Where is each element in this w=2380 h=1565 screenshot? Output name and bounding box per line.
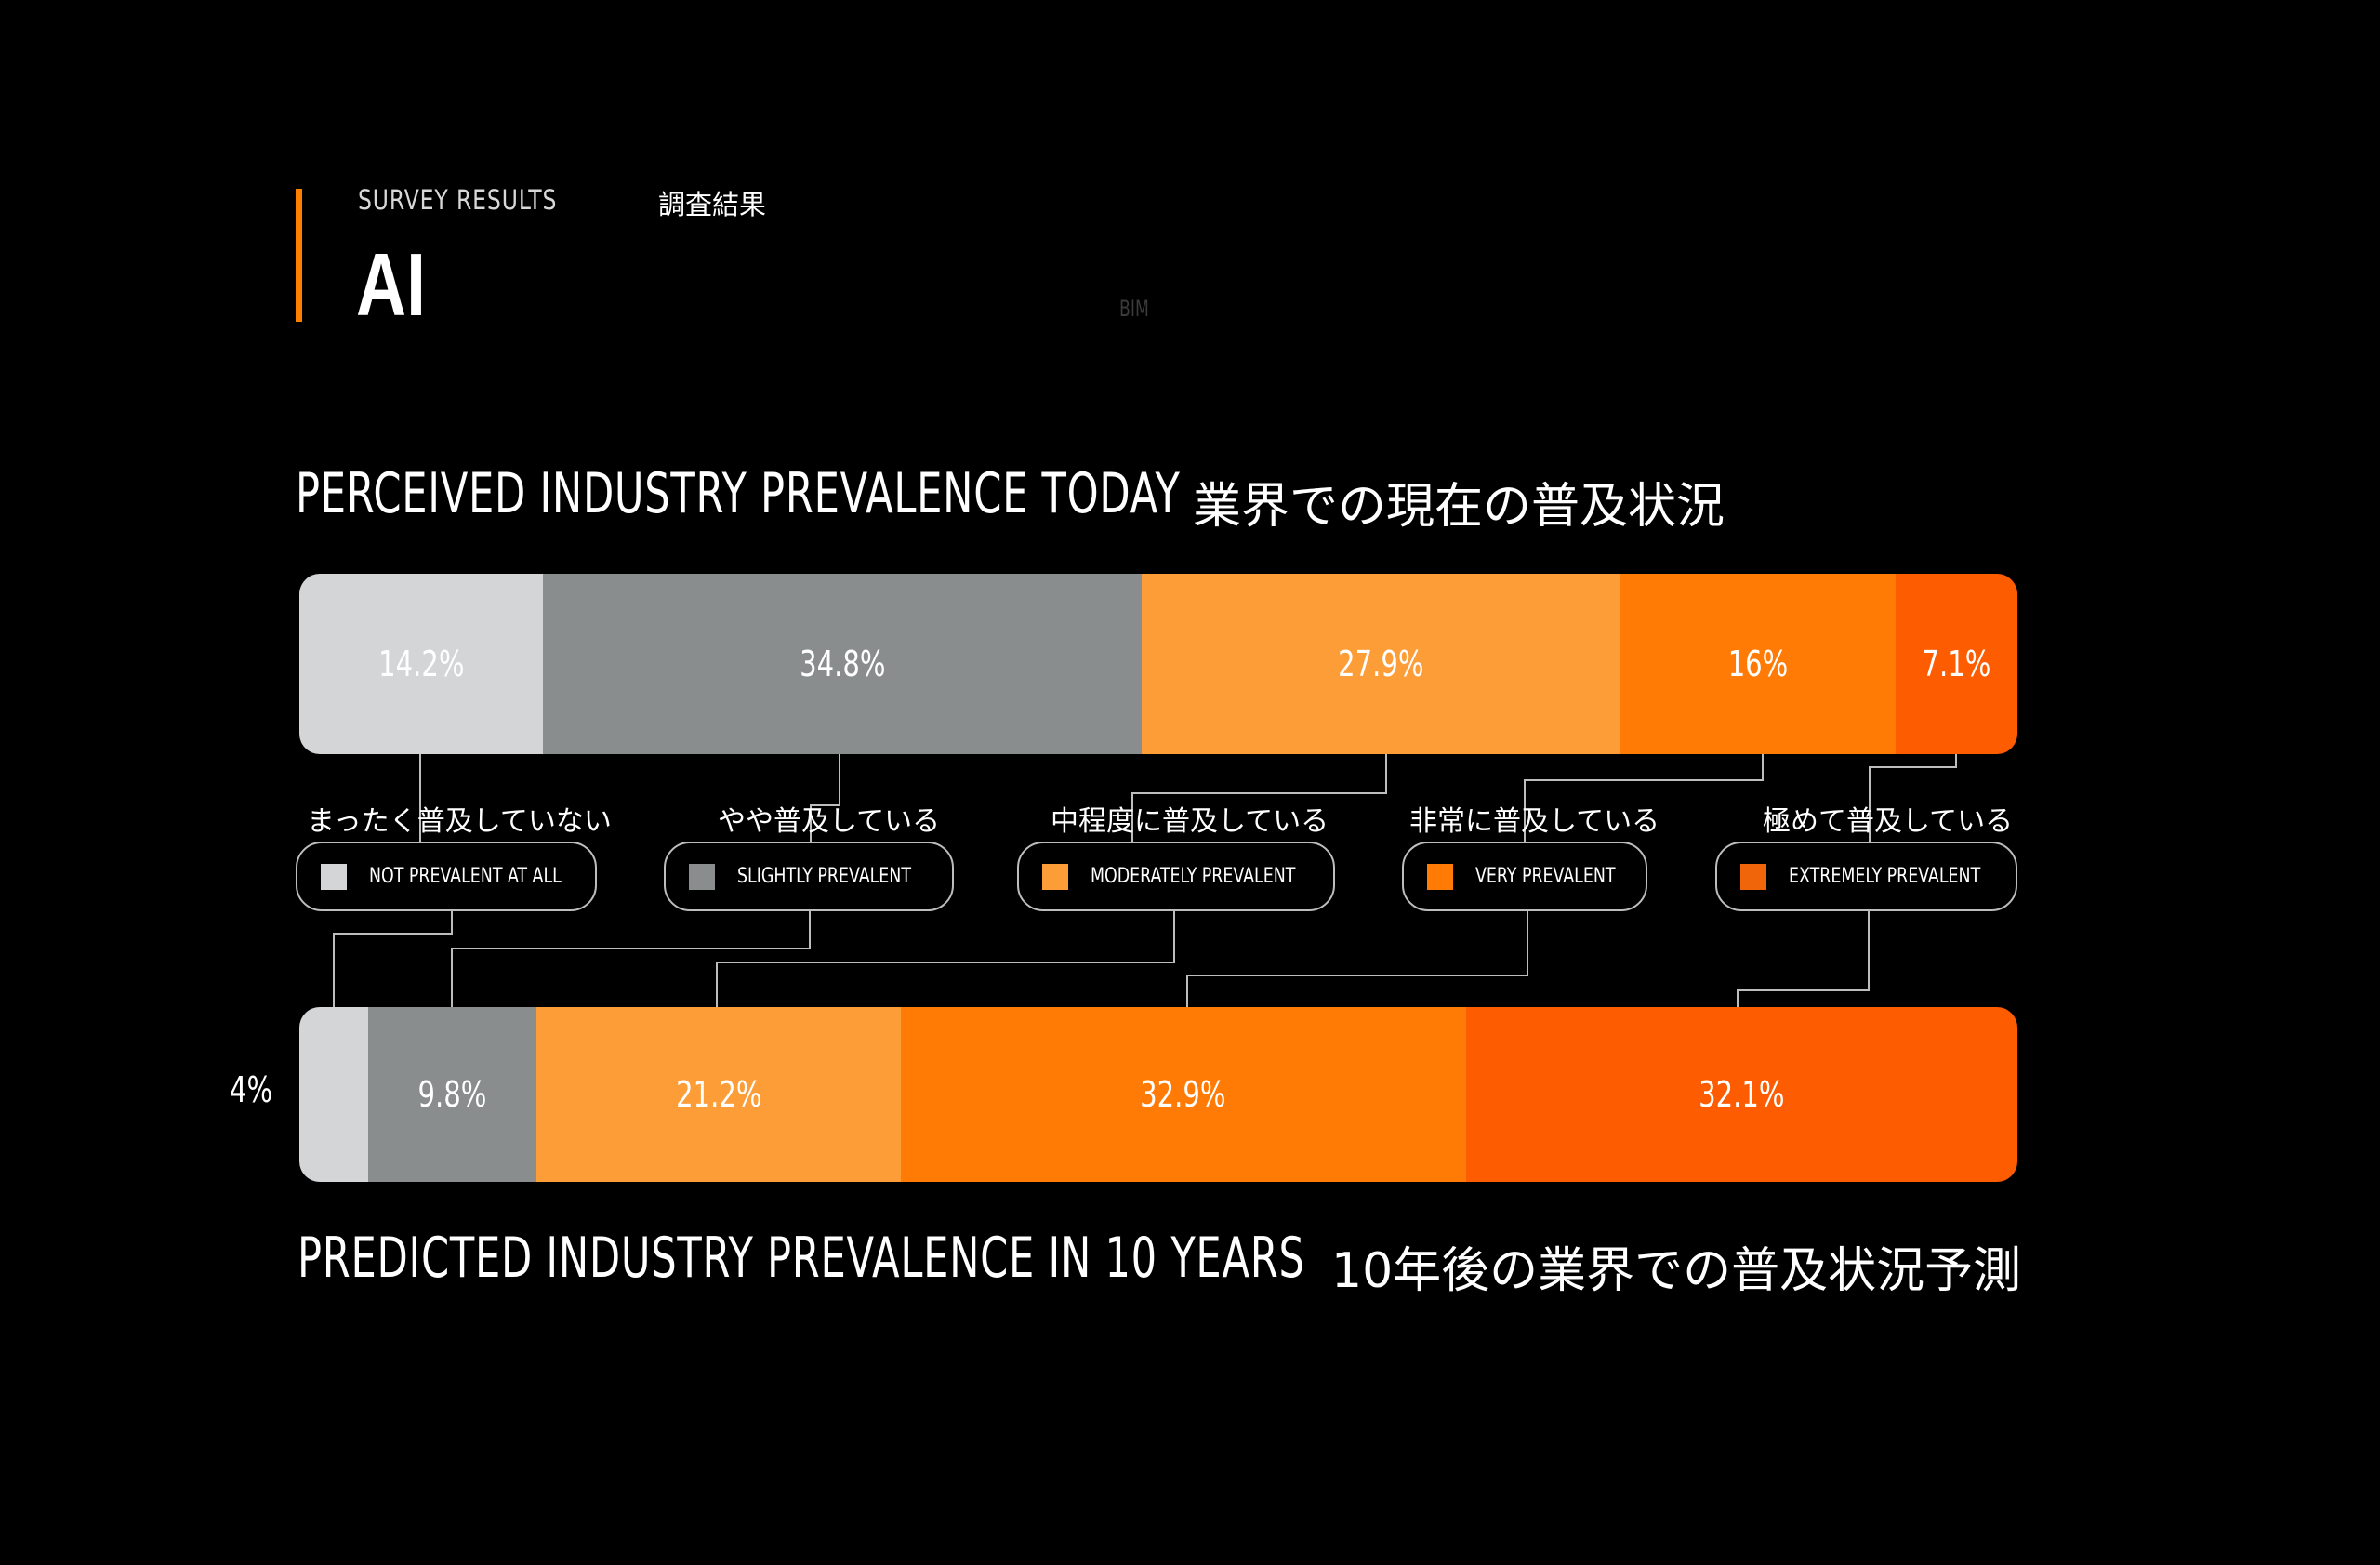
segment-value-label: 16% (1727, 643, 1789, 684)
bar-segment: 32.9% (900, 1007, 1466, 1182)
eyebrow-label: SURVEY RESULTS (358, 184, 558, 216)
segment-value-label: 32.9% (1140, 1074, 1226, 1115)
bar-segment: 21.2% (536, 1007, 901, 1182)
today-title-jp: 業界での現在の普及状況 (1193, 479, 1726, 535)
legend-label: SLIGHTLY PREVALENT (737, 865, 911, 888)
legend-swatch (1042, 863, 1068, 890)
legend-swatch (689, 863, 715, 890)
future-stacked-bar: 9.8% 21.2% 32.9% 32.1% (299, 1007, 2017, 1182)
legend-swatch (321, 863, 347, 890)
legend-item: MODERATELY PREVALENT (1017, 842, 1335, 911)
accent-bar (296, 189, 302, 322)
future-outside-label: 4% (230, 1069, 273, 1110)
legend-label-jp: まったく普及していない (307, 805, 612, 838)
future-title-en: PREDICTED INDUSTRY PREVALENCE IN 10 YEAR… (298, 1226, 1305, 1291)
segment-value-label: 34.8% (799, 643, 886, 684)
future-chart-title: PREDICTED INDUSTRY PREVALENCE IN 10 YEAR… (298, 1226, 2021, 1299)
legend-item: EXTREMELY PREVALENT (1715, 842, 2017, 911)
today-stacked-bar: 14.2% 34.8% 27.9% 16% 7.1% (299, 574, 2017, 754)
legend-label-jp: 非常に普及している (1409, 805, 1660, 838)
legend-swatch (1427, 863, 1453, 890)
segment-value-label: 32.1% (1699, 1074, 1785, 1115)
bar-segment: 7.1% (1895, 574, 2017, 754)
bar-segment: 9.8% (367, 1007, 536, 1182)
legend-item: NOT PREVALENT AT ALL (296, 842, 597, 911)
legend-item: VERY PREVALENT (1402, 842, 1647, 911)
legend-swatch (1740, 863, 1766, 890)
legend-label-jp: 極めて普及している (1763, 805, 2014, 838)
bar-segment: 14.2% (299, 574, 544, 754)
legend-label: VERY PREVALENT (1475, 865, 1616, 888)
legend-item: SLIGHTLY PREVALENT (664, 842, 954, 911)
legend-label-jp: やや普及している (718, 805, 941, 838)
page-title: AI (356, 235, 426, 335)
bar-segment (299, 1007, 368, 1182)
eyebrow-label-jp: 調査結果 (658, 189, 767, 220)
bar-segment: 34.8% (543, 574, 1142, 754)
ghost-label: BIM (1119, 296, 1149, 322)
bar-segment: 32.1% (1465, 1007, 2017, 1182)
future-title-jp: 10年後の業界での普及状況予測 (1331, 1243, 2022, 1299)
segment-value-label: 21.2% (675, 1074, 762, 1115)
segment-value-label: 14.2% (378, 643, 465, 684)
segment-value-label: 27.9% (1338, 643, 1424, 684)
legend-label: EXTREMELY PREVALENT (1789, 865, 1981, 888)
bar-segment: 27.9% (1141, 574, 1621, 754)
today-chart-title: PERCEIVED INDUSTRY PREVALENCE TODAY 業界での… (296, 461, 1725, 535)
today-title-en: PERCEIVED INDUSTRY PREVALENCE TODAY (296, 461, 1181, 526)
legend-label-jp: 中程度に普及している (1051, 805, 1329, 838)
legend-label: NOT PREVALENT AT ALL (369, 865, 562, 888)
segment-value-label: 9.8% (417, 1074, 487, 1115)
bar-segment: 16% (1620, 574, 1896, 754)
segment-value-label: 7.1% (1922, 643, 1991, 684)
legend-label: MODERATELY PREVALENT (1091, 865, 1296, 888)
